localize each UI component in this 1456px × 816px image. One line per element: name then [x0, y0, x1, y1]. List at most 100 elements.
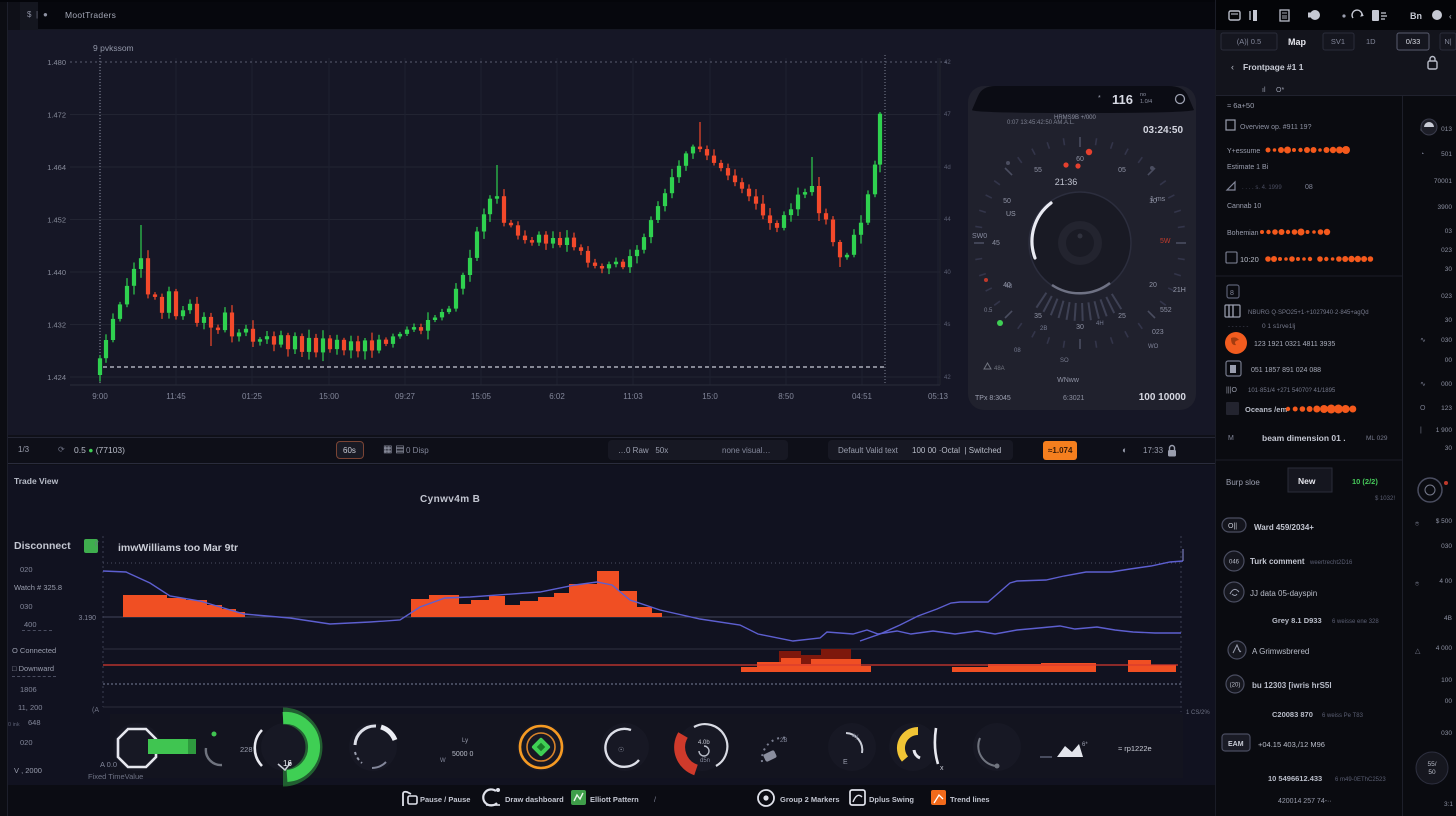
- svg-text:03: 03: [1445, 228, 1453, 235]
- svg-text:Pause / Pause: Pause / Pause: [420, 795, 470, 804]
- svg-text:(A: (A: [92, 707, 99, 714]
- svg-text:⌾: ⌾: [1415, 521, 1420, 528]
- svg-text:◔: ◔: [1420, 151, 1424, 158]
- svg-text:no: no: [1140, 92, 1146, 98]
- svg-text:5W: 5W: [1160, 238, 1171, 245]
- svg-text:Ly: Ly: [462, 738, 468, 744]
- svg-text:SV1: SV1: [1331, 37, 1345, 46]
- svg-text:11:45: 11:45: [166, 392, 186, 401]
- svg-text:(r: (r: [95, 541, 99, 547]
- svg-text:00: 00: [1445, 357, 1453, 364]
- svg-text:4B: 4B: [1005, 284, 1012, 290]
- svg-text:WNww: WNww: [1057, 377, 1080, 384]
- svg-text:1.424: 1.424: [47, 373, 66, 382]
- svg-text:5000 0: 5000 0: [452, 751, 474, 758]
- svg-text:1.432: 1.432: [47, 321, 66, 330]
- svg-text:40: 40: [944, 270, 951, 276]
- svg-text:A Grimwsbrered: A Grimwsbrered: [1252, 647, 1309, 656]
- svg-text:x: x: [940, 765, 944, 772]
- svg-text:SW0: SW0: [972, 233, 987, 240]
- svg-text:10 (2/2): 10 (2/2): [1352, 477, 1378, 486]
- svg-text:1 ms: 1 ms: [1150, 196, 1166, 203]
- svg-text:05:13: 05:13: [928, 392, 949, 401]
- svg-text:Dplus Swing: Dplus Swing: [869, 795, 914, 804]
- svg-text:$ 1032!: $ 1032!: [1375, 496, 1395, 502]
- svg-text:Burp sloe: Burp sloe: [1226, 478, 1260, 487]
- svg-text:NBURG Q·SPO25+1·+1027940·2·845: NBURG Q·SPO25+1·+1027940·2·845+agQd: [1248, 310, 1369, 316]
- svg-text:≈ 6a+50: ≈ 6a+50: [1227, 101, 1254, 110]
- svg-text:8: 8: [1230, 290, 1234, 297]
- svg-text:10: 10: [1149, 198, 1157, 205]
- svg-text:09:27: 09:27: [395, 392, 416, 401]
- svg-text:Bn: Bn: [1410, 11, 1422, 21]
- svg-text:4.0b: 4.0b: [698, 740, 710, 746]
- svg-text:013: 013: [1441, 126, 1452, 133]
- svg-text:N|: N|: [1444, 37, 1451, 46]
- svg-text:beam dimension 01 .: beam dimension 01 .: [1262, 433, 1346, 443]
- svg-text:0.5: 0.5: [984, 308, 993, 314]
- svg-text:‹: ‹: [1449, 12, 1452, 21]
- svg-text:4y: 4y: [852, 734, 858, 740]
- svg-text:$ 500: $ 500: [1436, 518, 1453, 525]
- svg-text:JJ data 05-dayspin: JJ data 05-dayspin: [1250, 589, 1317, 598]
- svg-text:1.472: 1.472: [47, 111, 66, 120]
- svg-text:051 1857 891 024 088: 051 1857 891 024 088: [1251, 367, 1321, 374]
- svg-text:ML 029: ML 029: [1366, 435, 1388, 442]
- svg-text:O||: O||: [1228, 523, 1237, 530]
- svg-text:4H: 4H: [1096, 321, 1104, 327]
- svg-text:1.452: 1.452: [47, 216, 66, 225]
- svg-text:046: 046: [1229, 560, 1240, 566]
- svg-text:Y+essume: Y+essume: [1227, 148, 1260, 155]
- svg-text:weertrecht2D16: weertrecht2D16: [1309, 560, 1353, 566]
- svg-text:000: 000: [1441, 381, 1452, 388]
- svg-text:New: New: [1298, 476, 1316, 486]
- svg-text:030: 030: [1441, 543, 1452, 550]
- svg-text:42: 42: [944, 375, 951, 381]
- svg-text:4 00: 4 00: [1439, 578, 1452, 585]
- svg-text:05: 05: [1118, 167, 1126, 174]
- svg-text:15:0: 15:0: [702, 392, 718, 401]
- svg-text:552: 552: [1160, 307, 1172, 314]
- svg-text:O*: O*: [1276, 87, 1284, 94]
- svg-text:Estimate 1 Bi: Estimate 1 Bi: [1227, 164, 1269, 171]
- svg-text:45: 45: [992, 240, 1000, 247]
- svg-text:030: 030: [1441, 337, 1452, 344]
- svg-text:3.190: 3.190: [78, 615, 96, 622]
- svg-text:Elliott Pattern: Elliott Pattern: [590, 795, 639, 804]
- svg-text:SO: SO: [1060, 358, 1069, 364]
- svg-text:023: 023: [1441, 293, 1452, 300]
- svg-text:4s: 4s: [944, 322, 950, 328]
- svg-text:0 1 s1rve1lj: 0 1 s1rve1lj: [1262, 323, 1295, 330]
- svg-text:20: 20: [1149, 282, 1157, 289]
- svg-text:TPx 8:3045: TPx 8:3045: [975, 395, 1011, 402]
- svg-text:116: 116: [1112, 92, 1133, 107]
- svg-text:08: 08: [1305, 184, 1313, 191]
- svg-text:123: 123: [1441, 405, 1452, 412]
- svg-text:Cannab 10: Cannab 10: [1227, 203, 1261, 210]
- svg-text:6 m49-0EThC2523: 6 m49-0EThC2523: [1335, 777, 1386, 783]
- svg-text:(20): (20): [1230, 683, 1241, 689]
- svg-text:1 900: 1 900: [1436, 427, 1453, 434]
- svg-text:bu 12303 [iwris hrS5l: bu 12303 [iwris hrS5l: [1252, 681, 1332, 690]
- svg-text:Draw dashboard: Draw dashboard: [505, 795, 564, 804]
- svg-text:2B: 2B: [780, 738, 787, 744]
- svg-text:25: 25: [1118, 313, 1126, 320]
- svg-text:30: 30: [1445, 317, 1453, 324]
- svg-text:Grey 8.1 D933: Grey 8.1 D933: [1272, 616, 1322, 625]
- svg-text:6:3021: 6:3021: [1063, 395, 1085, 402]
- svg-text:01:25: 01:25: [242, 392, 263, 401]
- svg-text:6*: 6*: [1082, 742, 1088, 748]
- svg-text:50: 50: [1003, 198, 1011, 205]
- svg-text:101·851/4 +271 54070? 41/1895: 101·851/4 +271 54070? 41/1895: [1248, 388, 1336, 394]
- svg-text:EAM: EAM: [1228, 741, 1244, 748]
- svg-text:W: W: [440, 758, 446, 764]
- svg-text:6:02: 6:02: [549, 392, 565, 401]
- svg-text:100 10000: 100 10000: [1139, 392, 1187, 403]
- svg-text:50: 50: [1428, 769, 1436, 776]
- svg-text:9 pvkssom: 9 pvkssom: [93, 43, 134, 53]
- svg-text:8:50: 8:50: [778, 392, 794, 401]
- svg-text:35: 35: [1034, 313, 1042, 320]
- svg-text:100: 100: [1441, 677, 1452, 684]
- svg-text:1.464: 1.464: [47, 163, 66, 172]
- svg-text:228: 228: [240, 745, 253, 754]
